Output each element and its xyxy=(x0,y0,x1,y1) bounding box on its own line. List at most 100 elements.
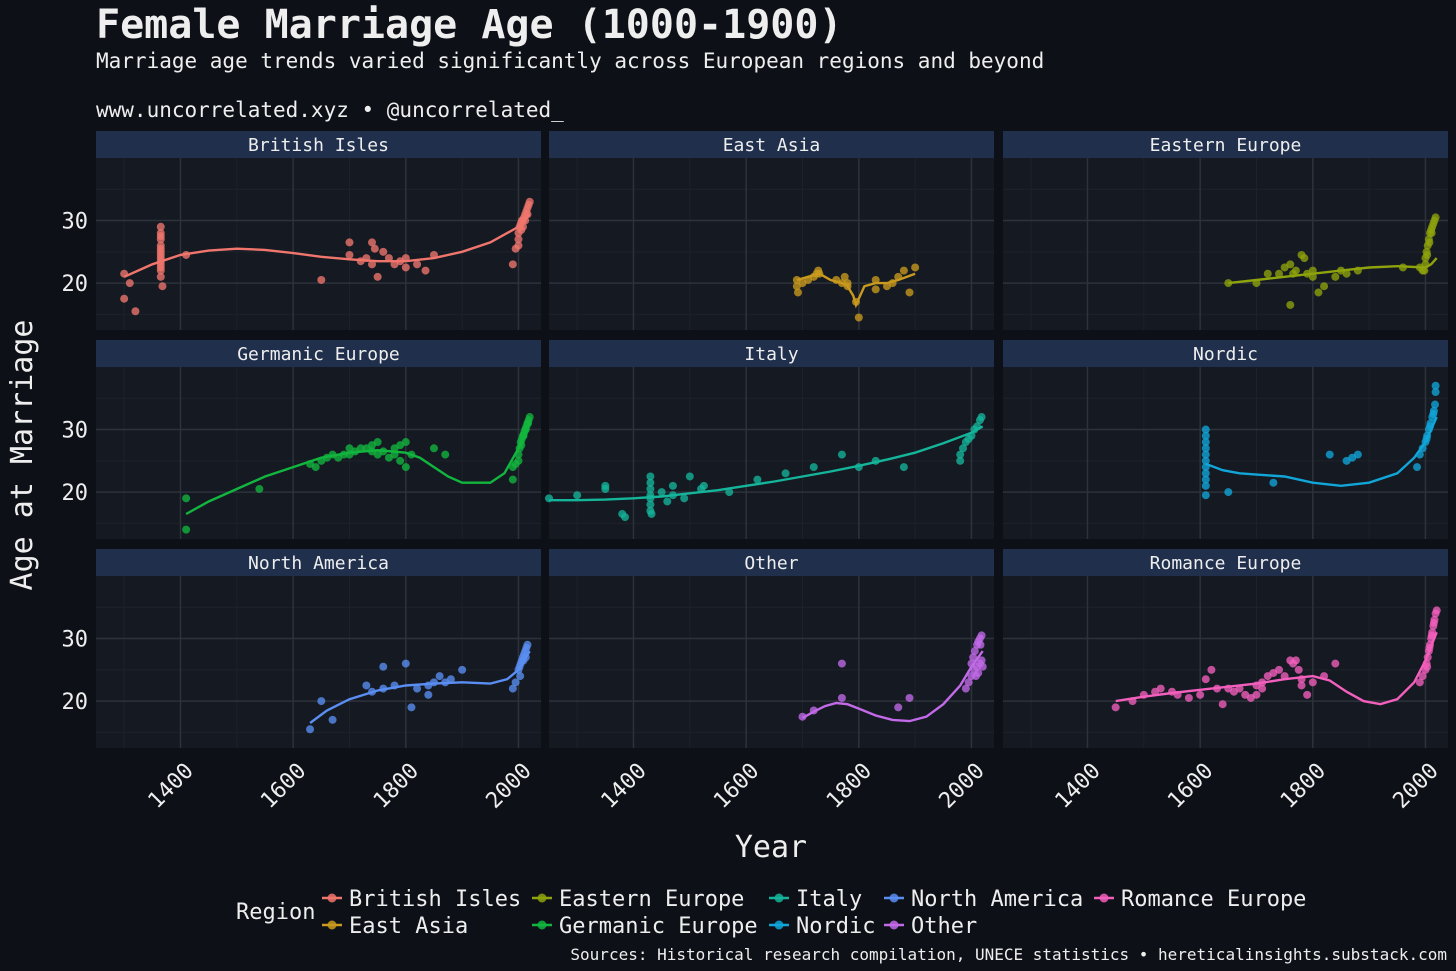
data-point xyxy=(345,250,354,259)
data-point xyxy=(1184,693,1193,702)
data-point xyxy=(1353,450,1362,459)
data-point xyxy=(753,475,762,484)
data-point xyxy=(837,693,846,702)
data-point xyxy=(156,222,165,231)
data-point xyxy=(370,244,379,253)
data-point xyxy=(1201,425,1210,434)
facet-label: East Asia xyxy=(723,135,821,156)
data-point xyxy=(974,668,983,677)
x-axis-title: Year xyxy=(735,830,807,865)
facet-strip xyxy=(96,549,541,576)
data-point xyxy=(1224,488,1233,497)
legend-key-point xyxy=(774,920,784,930)
data-point xyxy=(1291,656,1300,665)
data-point xyxy=(964,678,973,687)
data-point xyxy=(514,235,523,244)
data-point xyxy=(793,288,802,297)
data-point xyxy=(1156,684,1165,693)
data-point xyxy=(1201,469,1210,478)
data-point xyxy=(424,690,433,699)
facet-panel: East Asia xyxy=(549,131,994,330)
trend-curve xyxy=(1205,416,1438,488)
data-point xyxy=(421,266,430,275)
x-tick-label: 1400 xyxy=(597,759,652,814)
facet-label: Nordic xyxy=(1193,344,1258,365)
data-point xyxy=(1258,684,1267,693)
data-point xyxy=(1201,475,1210,484)
y-tick-label: 30 xyxy=(62,210,89,235)
data-point xyxy=(646,472,655,481)
x-tick-label: 1600 xyxy=(1163,759,1218,814)
data-point xyxy=(120,294,129,303)
data-point xyxy=(413,684,422,693)
chart-title: Female Marriage Age (1000-1900) xyxy=(96,2,843,48)
data-point xyxy=(1413,463,1422,472)
data-point xyxy=(1201,450,1210,459)
data-point xyxy=(401,659,410,668)
panel-background xyxy=(96,158,541,330)
data-point xyxy=(1320,282,1329,291)
data-point xyxy=(837,659,846,668)
data-point xyxy=(1263,269,1272,278)
data-point xyxy=(1423,662,1432,671)
legend-label: Eastern Europe xyxy=(559,887,744,912)
x-tick-label: 1800 xyxy=(822,759,877,814)
facet-label: North America xyxy=(248,553,389,574)
data-point xyxy=(407,703,416,712)
data-point xyxy=(1300,254,1309,263)
facet-panel: North America 20 30 1400 1600 1800 2000 xyxy=(62,549,541,814)
facet-panel: Nordic xyxy=(1003,340,1448,539)
trend-curve xyxy=(185,422,531,516)
data-point xyxy=(840,272,849,281)
data-point xyxy=(373,272,382,281)
data-point xyxy=(516,672,525,681)
facet-panel: Other 1400 1600 1800 2000 xyxy=(549,549,994,814)
facet-strip xyxy=(96,340,541,367)
x-tick-label: 1400 xyxy=(144,759,199,814)
data-point xyxy=(328,715,337,724)
x-tick-label: 2000 xyxy=(482,759,537,814)
facet-strip xyxy=(1003,340,1448,367)
data-point xyxy=(959,444,968,453)
data-point xyxy=(1431,388,1440,397)
legend-label: Germanic Europe xyxy=(559,914,758,939)
data-point xyxy=(854,313,863,322)
legend-label: Nordic xyxy=(796,914,875,939)
data-point xyxy=(525,413,534,422)
data-point xyxy=(413,260,422,269)
panel-background xyxy=(549,367,994,539)
legend-label: North America xyxy=(911,887,1083,912)
data-point xyxy=(725,488,734,497)
data-point xyxy=(345,238,354,247)
y-tick-label: 20 xyxy=(62,481,89,506)
data-point xyxy=(680,494,689,503)
data-point xyxy=(446,675,455,684)
data-point xyxy=(969,653,978,662)
data-point xyxy=(1207,665,1216,674)
data-point xyxy=(368,238,377,247)
trend-curve xyxy=(309,650,531,724)
data-point xyxy=(911,263,920,272)
data-point xyxy=(663,497,672,506)
facet-strip xyxy=(549,131,994,158)
legend-key-point xyxy=(537,920,547,930)
facet-panels: British Isles 20 30 East Asia Eastern Europe… xyxy=(62,131,1448,814)
trend-curve xyxy=(549,425,984,502)
panel-background xyxy=(1003,158,1448,330)
y-tick-label: 20 xyxy=(62,272,89,297)
data-point xyxy=(156,235,165,244)
data-point xyxy=(125,279,134,288)
data-point xyxy=(1331,272,1340,281)
data-point xyxy=(871,285,880,294)
trend-curve xyxy=(123,213,531,278)
x-tick-label: 1800 xyxy=(1276,759,1331,814)
data-point xyxy=(1201,675,1210,684)
data-point xyxy=(1201,431,1210,440)
data-point xyxy=(396,456,405,465)
data-point xyxy=(899,266,908,275)
data-point xyxy=(977,656,986,665)
data-point xyxy=(976,640,985,649)
data-point xyxy=(1294,665,1303,674)
data-point xyxy=(1252,690,1261,699)
x-tick-label: 1600 xyxy=(709,759,764,814)
